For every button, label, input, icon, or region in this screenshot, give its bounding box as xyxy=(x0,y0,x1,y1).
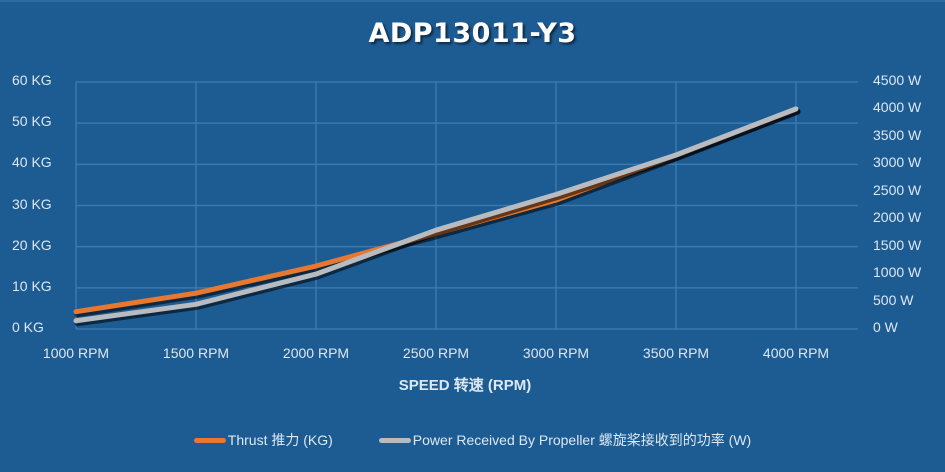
x-axis-title: SPEED 转速 (RPM) xyxy=(398,377,532,394)
x-tick-label: 1500 RPM xyxy=(162,345,230,361)
right-tick-label: 3000 W xyxy=(873,154,922,171)
right-tick-label: 1500 W xyxy=(873,236,922,253)
power-line xyxy=(73,106,799,324)
left-tick-label: 0 KG xyxy=(12,319,44,335)
legend-item-thrust[interactable]: Thrust 推力 (KG) xyxy=(193,430,333,450)
thrust-swatch-icon xyxy=(193,437,226,443)
x-tick-label: 4000 RPM xyxy=(762,345,830,361)
right-tick-label: 1000 W xyxy=(873,264,922,281)
right-tick-label: 2500 W xyxy=(873,181,922,198)
left-tick-label: 20 KG xyxy=(12,236,52,253)
power-swatch-icon xyxy=(378,437,411,443)
legend-label-thrust: Thrust 推力 (KG) xyxy=(227,432,333,448)
right-tick-label: 3500 W xyxy=(873,126,922,143)
x-tick-label: 2000 RPM xyxy=(282,345,350,361)
left-tick-label: 60 KG xyxy=(12,72,52,88)
right-tick-label: 4500 W xyxy=(873,72,922,88)
x-tick-label: 3000 RPM xyxy=(522,345,590,361)
left-tick-label: 10 KG xyxy=(12,277,52,294)
x-tick-label: 2500 RPM xyxy=(402,345,470,361)
x-tick-label: 3500 RPM xyxy=(642,345,710,361)
data-lines xyxy=(73,106,801,327)
legend-item-power[interactable]: Power Received By Propeller 螺旋桨接收到的功率 (W… xyxy=(378,430,752,450)
right-tick-label: 0 W xyxy=(873,319,898,335)
top-border xyxy=(0,0,945,2)
left-tick-label: 40 KG xyxy=(12,154,52,171)
right-tick-label: 500 W xyxy=(873,291,914,308)
chart-title: ADP13011-Y3 xyxy=(368,18,577,49)
right-tick-label: 4000 W xyxy=(873,99,922,116)
left-tick-label: 50 KG xyxy=(12,113,52,130)
left-tick-label: 30 KG xyxy=(12,195,52,212)
x-tick-label: 1000 RPM xyxy=(42,345,110,361)
legend: Thrust 推力 (KG) Power Received By Propell… xyxy=(0,430,945,450)
gridlines xyxy=(75,81,858,330)
legend-label-power: Power Received By Propeller 螺旋桨接收到的功率 (W… xyxy=(412,432,752,448)
right-tick-label: 2000 W xyxy=(873,209,922,226)
